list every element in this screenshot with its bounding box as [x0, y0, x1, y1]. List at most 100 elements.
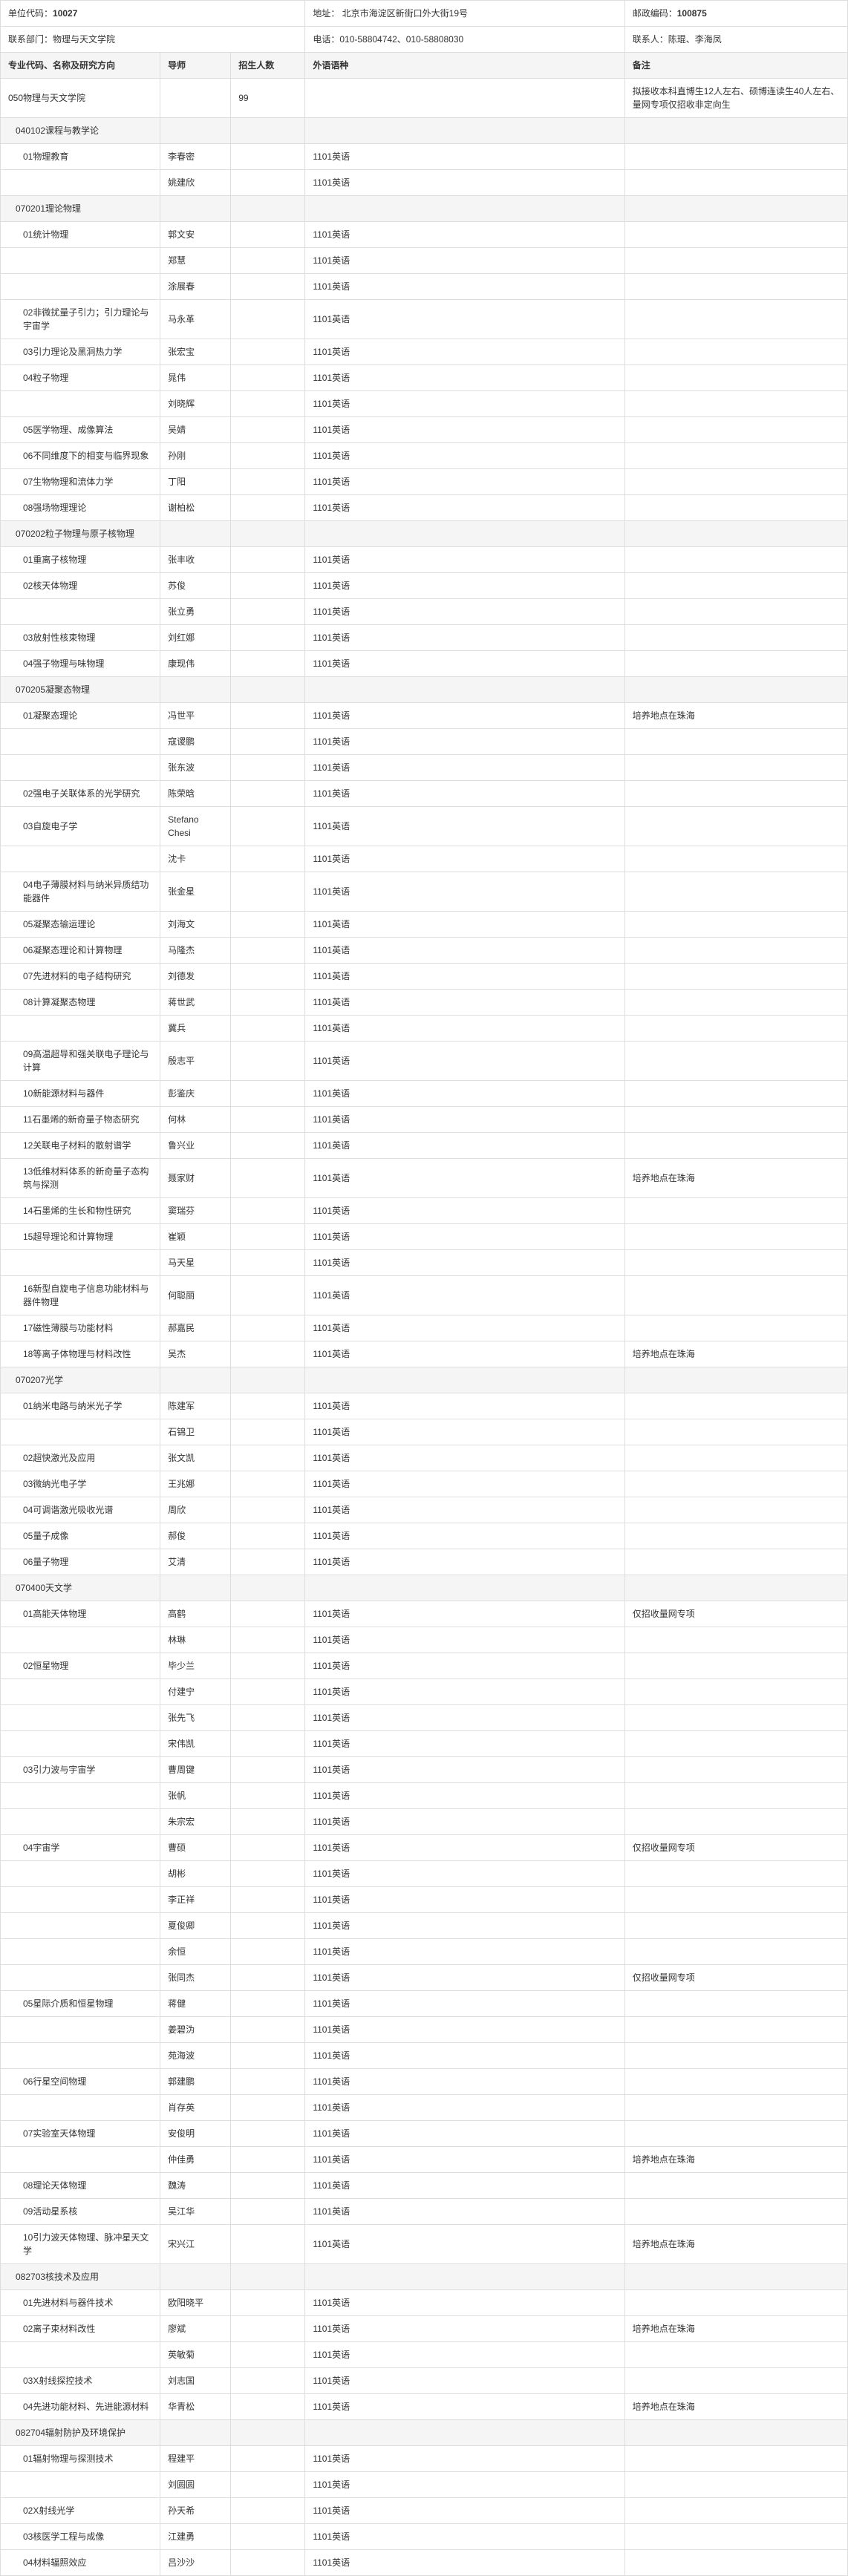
- language: [305, 2420, 624, 2446]
- quota: [231, 1627, 305, 1653]
- data-row: 15超导理论和计算物理崔颖1101英语: [1, 1224, 848, 1250]
- data-row: 10新能源材料与器件彭鉴庆1101英语: [1, 1081, 848, 1107]
- advisor: 吴杰: [160, 1341, 231, 1367]
- quota: [231, 1497, 305, 1523]
- major-name: 06凝聚态理论和计算物理: [1, 938, 160, 964]
- advisor: 欧阳晓平: [160, 2290, 231, 2316]
- advisor: 林琳: [160, 1627, 231, 1653]
- section-row: 070202粒子物理与原子核物理: [1, 521, 848, 547]
- remark: [624, 1679, 847, 1705]
- language: 1101英语: [305, 1042, 624, 1081]
- remark: [624, 118, 847, 144]
- advisor: 郭文安: [160, 222, 231, 248]
- quota: [231, 1133, 305, 1159]
- major-name: 08理论天体物理: [1, 2173, 160, 2199]
- remark: [624, 1549, 847, 1575]
- remark: [624, 1471, 847, 1497]
- advisor: 冀兵: [160, 1016, 231, 1042]
- language: 1101英语: [305, 391, 624, 417]
- major-name: 01纳米电路与纳米光子学: [1, 1393, 160, 1419]
- language: 1101英语: [305, 1731, 624, 1757]
- language: [305, 521, 624, 547]
- remark: [624, 651, 847, 677]
- language: 1101英语: [305, 2147, 624, 2173]
- remark: [624, 1016, 847, 1042]
- language: 1101英语: [305, 1939, 624, 1965]
- major-name: 070201理论物理: [1, 196, 160, 222]
- major-name: [1, 2017, 160, 2043]
- advisor: 郭建鹏: [160, 2069, 231, 2095]
- advisor: 陈建军: [160, 1393, 231, 1419]
- language: 1101英语: [305, 2498, 624, 2524]
- advisor: [160, 196, 231, 222]
- advisor: 曹周键: [160, 1757, 231, 1783]
- quota: [231, 781, 305, 807]
- language: 1101英语: [305, 2472, 624, 2498]
- data-row: 03自旋电子学Stefano Chesi1101英语: [1, 807, 848, 846]
- major-name: 09高温超导和强关联电子理论与计算: [1, 1042, 160, 1081]
- remark: [624, 2121, 847, 2147]
- data-row: 01先进材料与器件技术欧阳晓平1101英语: [1, 2290, 848, 2316]
- advisor: 刘红娜: [160, 625, 231, 651]
- remark: [624, 2446, 847, 2472]
- quota: [231, 2095, 305, 2121]
- major-name: [1, 1705, 160, 1731]
- language: 1101英语: [305, 1913, 624, 1939]
- advisor: 曹硕: [160, 1835, 231, 1861]
- major-name: [1, 2043, 160, 2069]
- language: 1101英语: [305, 2524, 624, 2550]
- major-name: [1, 1965, 160, 1991]
- data-row: 05凝聚态输运理论刘海文1101英语: [1, 912, 848, 938]
- data-row: 09活动星系核吴江华1101英语: [1, 2199, 848, 2225]
- language: 1101英语: [305, 1471, 624, 1497]
- language: 1101英语: [305, 1861, 624, 1887]
- quota: [231, 2290, 305, 2316]
- data-row: 苑海波1101英语: [1, 2043, 848, 2069]
- quota: [231, 1783, 305, 1809]
- remark: [624, 1198, 847, 1224]
- language: 1101英语: [305, 547, 624, 573]
- remark: [624, 2017, 847, 2043]
- advisor: 安俊明: [160, 2121, 231, 2147]
- department: 联系部门：物理与天文学院: [1, 27, 305, 53]
- major-name: 01高能天体物理: [1, 1601, 160, 1627]
- data-row: 宋伟凯1101英语: [1, 1731, 848, 1757]
- data-row: 石锦卫1101英语: [1, 1419, 848, 1445]
- advisor: 孙刚: [160, 443, 231, 469]
- advisor: 何林: [160, 1107, 231, 1133]
- language: 1101英语: [305, 2199, 624, 2225]
- language: 1101英语: [305, 2173, 624, 2199]
- remark: [624, 144, 847, 170]
- quota: [231, 144, 305, 170]
- language: 1101英语: [305, 1016, 624, 1042]
- major-name: 01先进材料与器件技术: [1, 2290, 160, 2316]
- quota: [231, 625, 305, 651]
- language: 1101英语: [305, 1198, 624, 1224]
- major-name: 09活动星系核: [1, 2199, 160, 2225]
- major-name: 070202粒子物理与原子核物理: [1, 521, 160, 547]
- advisor: 刘晓辉: [160, 391, 231, 417]
- major-name: 14石墨烯的生长和物性研究: [1, 1198, 160, 1224]
- data-row: 02恒星物理毕少兰1101英语: [1, 1653, 848, 1679]
- language: 1101英语: [305, 365, 624, 391]
- remark: [624, 1861, 847, 1887]
- advisor: 郑慧: [160, 248, 231, 274]
- major-name: 05星际介质和恒星物理: [1, 1991, 160, 2017]
- advisor: 余恒: [160, 1939, 231, 1965]
- data-row: 06凝聚态理论和计算物理马隆杰1101英语: [1, 938, 848, 964]
- col-language: 外语语种: [305, 53, 624, 79]
- quota: [231, 2368, 305, 2394]
- data-row: 张先飞1101英语: [1, 1705, 848, 1731]
- quota: [231, 599, 305, 625]
- major-name: 082704辐射防护及环境保护: [1, 2420, 160, 2446]
- language: 1101英语: [305, 1627, 624, 1653]
- data-row: 仲佳勇1101英语培养地点在珠海: [1, 2147, 848, 2173]
- info-row-2: 联系部门：物理与天文学院电话：010-58804742、010-58808030…: [1, 27, 848, 53]
- major-name: 02超快激光及应用: [1, 1445, 160, 1471]
- remark: [624, 1913, 847, 1939]
- data-row: 02核天体物理苏俊1101英语: [1, 573, 848, 599]
- advisor: 郝俊: [160, 1523, 231, 1549]
- remark: [624, 1809, 847, 1835]
- quota: [231, 1315, 305, 1341]
- major-name: 04材料辐照效应: [1, 2550, 160, 2576]
